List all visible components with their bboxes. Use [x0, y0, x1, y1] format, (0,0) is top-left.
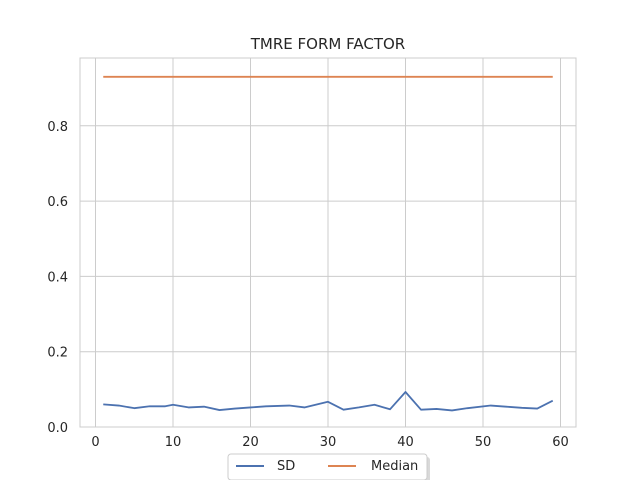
x-tick-label: 40 — [397, 435, 414, 450]
legend-label-sd: SD — [277, 459, 295, 474]
x-tick-label: 20 — [242, 435, 259, 450]
x-tick-label: 50 — [475, 435, 492, 450]
legend: SD Median — [227, 453, 430, 480]
x-tick-label: 60 — [552, 435, 569, 450]
series-layer — [103, 75, 554, 412]
plot-area-frame — [79, 57, 577, 428]
y-tick-label: 0.6 — [47, 195, 68, 210]
y-tick-label: 0.8 — [47, 120, 68, 135]
legend-label-median: Median — [371, 459, 418, 474]
tick-labels: 0 10 20 30 40 50 60 0.0 0.2 0.4 0.6 0.8 — [47, 120, 568, 450]
y-tick-label: 0.4 — [47, 270, 68, 285]
x-tick-label: 30 — [320, 435, 337, 450]
series-line-sd — [103, 391, 554, 412]
legend-box — [227, 453, 428, 480]
x-tick-label: 0 — [91, 435, 99, 450]
chart-title: TMRE FORM FACTOR — [250, 35, 405, 53]
x-tick-label: 10 — [165, 435, 182, 450]
y-tick-label: 0.2 — [47, 346, 68, 361]
y-tick-label: 0.0 — [47, 421, 68, 436]
